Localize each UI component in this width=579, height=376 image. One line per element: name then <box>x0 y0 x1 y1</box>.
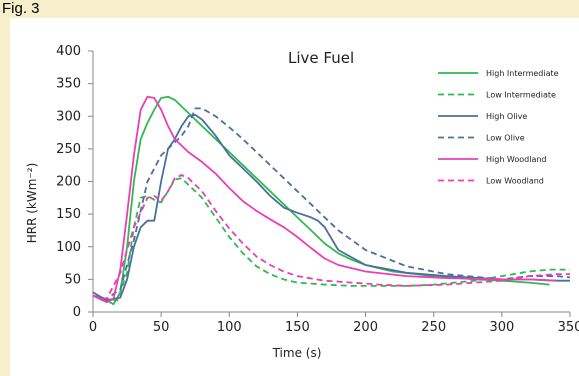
chart-legend: High Intermediate Low Intermediate High Ol… <box>438 69 559 186</box>
figure-label: Fig. 3 <box>2 0 40 17</box>
x-tick-label: 300 <box>489 320 514 335</box>
legend-entry-high-intermediate: High Intermediate <box>486 69 559 78</box>
x-tick-label: 100 <box>217 320 242 335</box>
series-line-low-intermediate <box>92 177 570 302</box>
chart-series-lines <box>92 95 571 306</box>
series-line-high-intermediate <box>92 95 550 306</box>
y-tick-label: 200 <box>56 175 81 190</box>
series-line-low-woodland <box>92 174 570 300</box>
line-chart: 0 50 100 150 200 250 300 350 400 0 50 100 150 200 250… <box>25 44 579 360</box>
x-tick-label: 250 <box>421 320 446 335</box>
series-line-high-olive <box>92 114 570 302</box>
x-tick-label: 200 <box>353 320 378 335</box>
x-tick-label: 150 <box>285 320 310 335</box>
x-tick-label: 350 <box>558 320 579 335</box>
y-tick-label: 300 <box>56 109 81 124</box>
legend-entry-high-olive: High Olive <box>486 112 527 121</box>
legend-entry-low-woodland: Low Woodland <box>486 177 544 186</box>
chart-title: Live Fuel <box>288 49 354 67</box>
y-tick-label: 400 <box>56 44 81 59</box>
x-axis-ticks: 0 50 100 150 200 250 300 350 <box>89 312 579 335</box>
y-tick-label: 350 <box>56 77 81 92</box>
y-tick-label: 100 <box>56 240 81 255</box>
legend-entry-high-woodland: High Woodland <box>486 155 547 164</box>
series-line-high-woodland <box>92 95 557 304</box>
y-tick-label: 250 <box>56 142 81 157</box>
y-tick-label: 50 <box>64 272 81 287</box>
y-axis-ticks: 0 50 100 150 200 250 300 350 400 <box>56 44 93 320</box>
x-tick-label: 0 <box>89 320 97 335</box>
x-tick-label: 50 <box>153 320 170 335</box>
y-tick-label: 0 <box>73 305 81 320</box>
legend-entry-low-olive: Low Olive <box>486 134 525 143</box>
legend-entry-low-intermediate: Low Intermediate <box>486 91 556 100</box>
chart-panel: 0 50 100 150 200 250 300 350 400 0 50 100 150 200 250… <box>10 18 579 376</box>
y-tick-label: 150 <box>56 207 81 222</box>
y-axis-label: HRR (kWm⁻²) <box>25 163 39 244</box>
x-axis-label: Time (s) <box>272 346 322 360</box>
